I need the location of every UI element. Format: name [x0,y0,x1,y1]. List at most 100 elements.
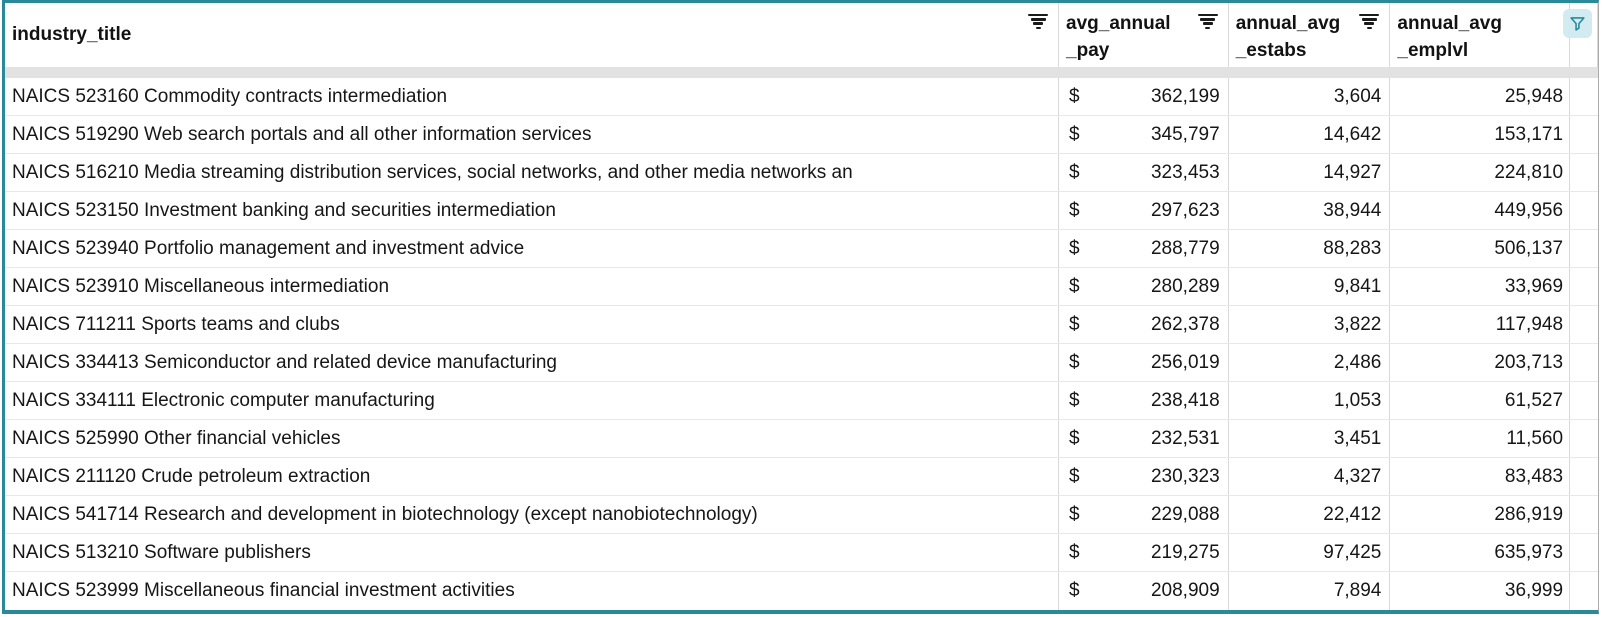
cell-avg-annual-pay[interactable]: $230,323 [1059,458,1229,495]
cell-filler[interactable] [1570,154,1598,191]
cell-filler[interactable] [1570,192,1598,229]
cell-filler[interactable] [1570,344,1598,381]
cell-annual-avg-emplvl[interactable]: 25,948 [1390,78,1571,115]
cell-annual-avg-emplvl[interactable]: 36,999 [1390,572,1571,610]
column-header-avg_annual_pay[interactable]: avg_annual _pay [1059,3,1229,67]
currency-symbol: $ [1068,580,1080,601]
cell-annual-avg-emplvl[interactable]: 203,713 [1390,344,1571,381]
cell-annual-avg-estabs[interactable]: 7,894 [1229,572,1391,610]
cell-annual-avg-emplvl[interactable]: 11,560 [1390,420,1571,457]
active-filter-funnel-button[interactable] [1563,9,1592,38]
cell-filler[interactable] [1570,420,1598,457]
cell-filler[interactable] [1570,306,1598,343]
cell-filler[interactable] [1570,496,1598,533]
column-header-industry_title[interactable]: industry_title [5,3,1060,67]
currency-symbol: $ [1068,503,1080,525]
table-row: NAICS 334413 Semiconductor and related d… [5,344,1598,382]
column-header-label: industry_title [5,24,131,46]
cell-filler[interactable] [1570,230,1598,267]
cell-annual-avg-emplvl[interactable]: 635,973 [1390,534,1571,571]
cell-avg-annual-pay[interactable]: $280,289 [1059,268,1229,305]
cell-annual-avg-emplvl[interactable]: 83,483 [1390,458,1571,495]
cell-annual-avg-emplvl[interactable]: 449,956 [1390,192,1571,229]
cell-annual-avg-emplvl[interactable]: 506,137 [1390,230,1571,267]
cell-filler[interactable] [1570,534,1598,571]
cell-avg-annual-pay[interactable]: $208,909 [1059,572,1229,610]
cell-annual-avg-estabs[interactable]: 1,053 [1229,382,1391,419]
column-header-label-line: annual_avg [1235,13,1341,34]
table-row: NAICS 523160 Commodity contracts interme… [5,78,1598,116]
cell-annual-avg-emplvl[interactable]: 117,948 [1390,306,1571,343]
cell-annual-avg-emplvl[interactable]: 286,919 [1390,496,1571,533]
cell-avg-annual-pay[interactable]: $229,088 [1059,496,1229,533]
cell-annual-avg-estabs[interactable]: 38,944 [1229,192,1391,229]
cell-avg-annual-pay[interactable]: $323,453 [1059,154,1229,191]
cell-annual-avg-emplvl[interactable]: 33,969 [1390,268,1571,305]
cell-annual-avg-estabs[interactable]: 3,451 [1229,420,1391,457]
cell-annual-avg-estabs[interactable]: 14,642 [1229,116,1391,153]
cell-annual-avg-estabs[interactable]: 9,841 [1229,268,1391,305]
pay-value: 238,418 [1150,389,1220,411]
cell-avg-annual-pay[interactable]: $238,418 [1059,382,1229,419]
cell-annual-avg-estabs[interactable]: 97,425 [1229,534,1391,571]
currency-symbol: $ [1068,427,1080,449]
cell-filler[interactable] [1570,268,1598,305]
cell-avg-annual-pay[interactable]: $345,797 [1059,116,1229,153]
cell-industry-title[interactable]: NAICS 516210 Media streaming distributio… [5,154,1059,191]
cell-industry-title[interactable]: NAICS 523940 Portfolio management and in… [5,230,1059,267]
cell-industry-title[interactable]: NAICS 541714 Research and development in… [5,496,1059,533]
column-header-annual_avg_emplvl[interactable]: annual_avg _emplvl [1390,3,1571,67]
cell-avg-annual-pay[interactable]: $288,779 [1059,230,1229,267]
cell-annual-avg-emplvl[interactable]: 153,171 [1390,116,1571,153]
column-header-annual_avg_estabs[interactable]: annual_avg _estabs [1229,3,1391,67]
cell-filler[interactable] [1570,572,1598,610]
cell-avg-annual-pay[interactable]: $297,623 [1059,192,1229,229]
column-header-label: annual_avg _emplvl [1390,3,1569,64]
cell-industry-title[interactable]: NAICS 513210 Software publishers [5,534,1059,571]
pay-value: 219,275 [1150,541,1220,563]
cell-filler[interactable] [1570,78,1598,115]
table-row: NAICS 541714 Research and development in… [5,496,1598,534]
cell-industry-title[interactable]: NAICS 711211 Sports teams and clubs [5,306,1059,343]
cell-industry-title[interactable]: NAICS 525990 Other financial vehicles [5,420,1059,457]
cell-annual-avg-estabs[interactable]: 88,283 [1229,230,1391,267]
column-header-label-line: annual_avg [1397,13,1502,34]
cell-avg-annual-pay[interactable]: $256,019 [1059,344,1229,381]
cell-industry-title[interactable]: NAICS 523999 Miscellaneous financial inv… [5,572,1059,610]
cell-avg-annual-pay[interactable]: $262,378 [1059,306,1229,343]
cell-industry-title[interactable]: NAICS 523910 Miscellaneous intermediatio… [5,268,1059,305]
table-row: NAICS 519290 Web search portals and all … [5,116,1598,154]
column-header-label-line: _estabs [1235,40,1307,61]
cell-annual-avg-estabs[interactable]: 2,486 [1229,344,1391,381]
cell-annual-avg-estabs[interactable]: 14,927 [1229,154,1391,191]
cell-industry-title[interactable]: NAICS 523150 Investment banking and secu… [5,192,1059,229]
cell-annual-avg-estabs[interactable]: 4,327 [1229,458,1391,495]
currency-symbol: $ [1068,161,1080,183]
cell-industry-title[interactable]: NAICS 519290 Web search portals and all … [5,116,1059,153]
filter-lines-icon[interactable] [1197,14,1219,30]
cell-annual-avg-estabs[interactable]: 3,604 [1229,78,1391,115]
cell-filler[interactable] [1570,116,1598,153]
currency-symbol: $ [1068,313,1080,335]
cell-filler[interactable] [1570,458,1598,495]
filter-lines-icon[interactable] [1027,14,1049,30]
cell-industry-title[interactable]: NAICS 334413 Semiconductor and related d… [5,344,1059,381]
pay-value: 288,779 [1150,237,1220,259]
currency-symbol: $ [1068,237,1080,259]
cell-annual-avg-estabs[interactable]: 3,822 [1229,306,1391,343]
cell-avg-annual-pay[interactable]: $232,531 [1059,420,1229,457]
cell-industry-title[interactable]: NAICS 211120 Crude petroleum extraction [5,458,1059,495]
filter-lines-icon[interactable] [1358,14,1380,30]
cell-industry-title[interactable]: NAICS 334111 Electronic computer manufac… [5,382,1059,419]
cell-avg-annual-pay[interactable]: $362,199 [1059,78,1229,115]
cell-industry-title[interactable]: NAICS 523160 Commodity contracts interme… [5,78,1059,115]
table-row: NAICS 523940 Portfolio management and in… [5,230,1598,268]
cell-annual-avg-emplvl[interactable]: 224,810 [1390,154,1571,191]
cell-avg-annual-pay[interactable]: $219,275 [1059,534,1229,571]
cell-annual-avg-estabs[interactable]: 22,412 [1229,496,1391,533]
cell-filler[interactable] [1570,382,1598,419]
cell-annual-avg-emplvl[interactable]: 61,527 [1390,382,1571,419]
currency-symbol: $ [1068,351,1080,373]
